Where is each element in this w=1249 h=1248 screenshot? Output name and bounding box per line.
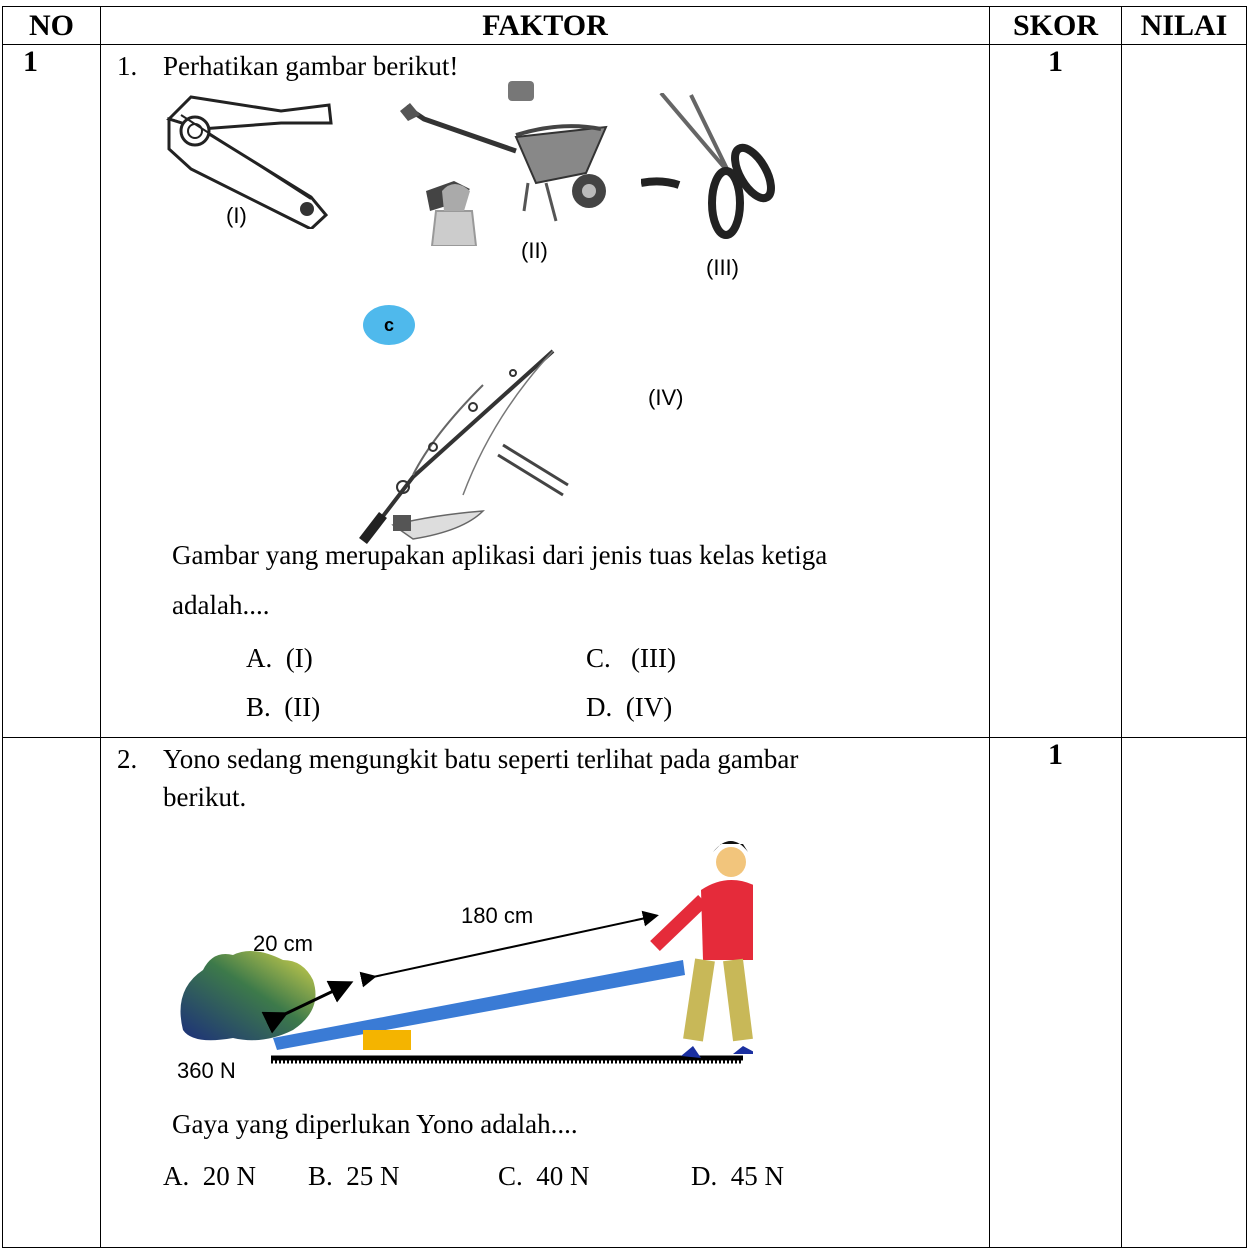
header-faktor: FAKTOR [100, 6, 990, 45]
option-2a[interactable]: A. 20 N [163, 1161, 256, 1191]
image-label-3: (III) [706, 255, 739, 280]
header-no: NO [2, 6, 101, 45]
option-2d[interactable]: D. 45 N [691, 1161, 784, 1191]
badge-c: c [363, 305, 415, 345]
question-1-number: 1. [117, 51, 138, 81]
question-2-prompt: Yono sedang mengungkit batu seperti terl… [163, 744, 799, 774]
wheelbarrow-image [400, 81, 608, 246]
nilai-2[interactable] [1121, 737, 1247, 1248]
question-2-text: Gaya yang diperlukan Yono adalah.... [172, 1109, 578, 1139]
option-1d[interactable]: D. (IV) [586, 692, 673, 722]
nail-clipper-image [166, 95, 333, 229]
option-1a[interactable]: A. (I) [246, 643, 313, 673]
question-1-text: Gambar yang merupakan aplikasi dari jeni… [172, 540, 828, 570]
lever-diagram [180, 841, 753, 1064]
long-arm-label: 180 cm [461, 903, 534, 928]
question-2-content: 2. Yono sedang mengungkit batu seperti t… [100, 737, 990, 1248]
question-2-number: 2. [117, 744, 138, 774]
skor-1: 1 [989, 44, 1122, 738]
option-2c[interactable]: C. 40 N [498, 1161, 590, 1191]
question-row-1: 1 1. Perhatikan gambar berikut! (I) [2, 44, 1247, 738]
row-number-2 [2, 737, 101, 1248]
load-label: 360 N [177, 1058, 236, 1083]
image-label-2: (II) [521, 238, 548, 263]
short-arm-label: 20 cm [253, 931, 313, 956]
question-1-text-cont: adalah.... [172, 590, 270, 620]
question-1-prompt: Perhatikan gambar berikut! [163, 51, 459, 81]
option-1c[interactable]: C. (III) [586, 643, 676, 673]
nilai-1[interactable] [1121, 44, 1247, 738]
question-1-content: 1. Perhatikan gambar berikut! (I) [100, 44, 990, 738]
answer-sheet-table: NO FAKTOR SKOR NILAI 1 1. Perhatikan gam… [2, 6, 1247, 1248]
header-row: NO FAKTOR SKOR NILAI [2, 6, 1247, 45]
header-nilai: NILAI [1121, 6, 1247, 45]
row-number-1: 1 [2, 44, 101, 738]
header-skor: SKOR [989, 6, 1122, 45]
image-label-4: (IV) [648, 385, 684, 410]
question-row-2: 2. Yono sedang mengungkit batu seperti t… [2, 737, 1247, 1248]
option-2b[interactable]: B. 25 N [308, 1161, 400, 1191]
question-2-prompt-cont: berikut. [163, 782, 247, 812]
image-label-1: (I) [226, 203, 247, 228]
option-1b[interactable]: B. (II) [246, 692, 321, 722]
fishing-rod-image [359, 349, 569, 545]
scissors-image [641, 93, 775, 239]
skor-2: 1 [989, 737, 1122, 1248]
